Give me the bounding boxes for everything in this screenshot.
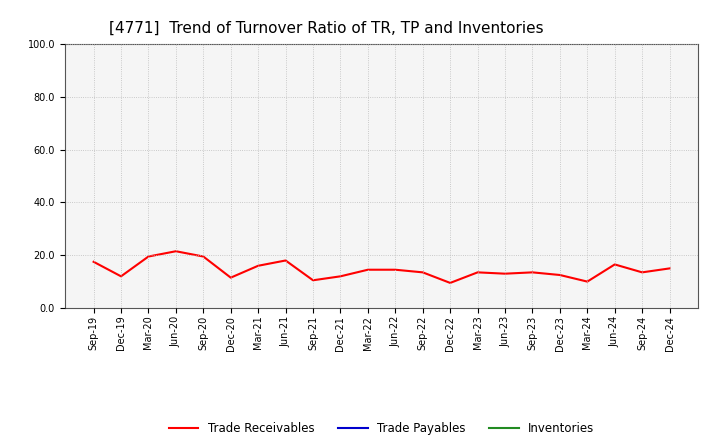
Trade Receivables xyxy=(418,270,427,275)
Trade Receivables xyxy=(144,254,153,259)
Trade Receivables xyxy=(254,263,263,268)
Trade Receivables xyxy=(500,271,509,276)
Trade Receivables xyxy=(282,258,290,263)
Trade Receivables xyxy=(89,259,98,264)
Trade Receivables xyxy=(117,274,125,279)
Trade Receivables xyxy=(638,270,647,275)
Line: Trade Receivables: Trade Receivables xyxy=(94,251,670,283)
Trade Receivables xyxy=(309,278,318,283)
Trade Receivables xyxy=(199,254,207,259)
Trade Receivables xyxy=(556,272,564,278)
Trade Receivables xyxy=(226,275,235,280)
Trade Receivables xyxy=(473,270,482,275)
Trade Receivables xyxy=(528,270,537,275)
Trade Receivables xyxy=(336,274,345,279)
Trade Receivables xyxy=(364,267,372,272)
Trade Receivables xyxy=(171,249,180,254)
Text: [4771]  Trend of Turnover Ratio of TR, TP and Inventories: [4771] Trend of Turnover Ratio of TR, TP… xyxy=(109,21,544,36)
Trade Receivables xyxy=(583,279,592,284)
Trade Receivables xyxy=(611,262,619,267)
Trade Receivables xyxy=(391,267,400,272)
Legend: Trade Receivables, Trade Payables, Inventories: Trade Receivables, Trade Payables, Inven… xyxy=(164,417,599,440)
Trade Receivables xyxy=(446,280,454,286)
Trade Receivables xyxy=(665,266,674,271)
